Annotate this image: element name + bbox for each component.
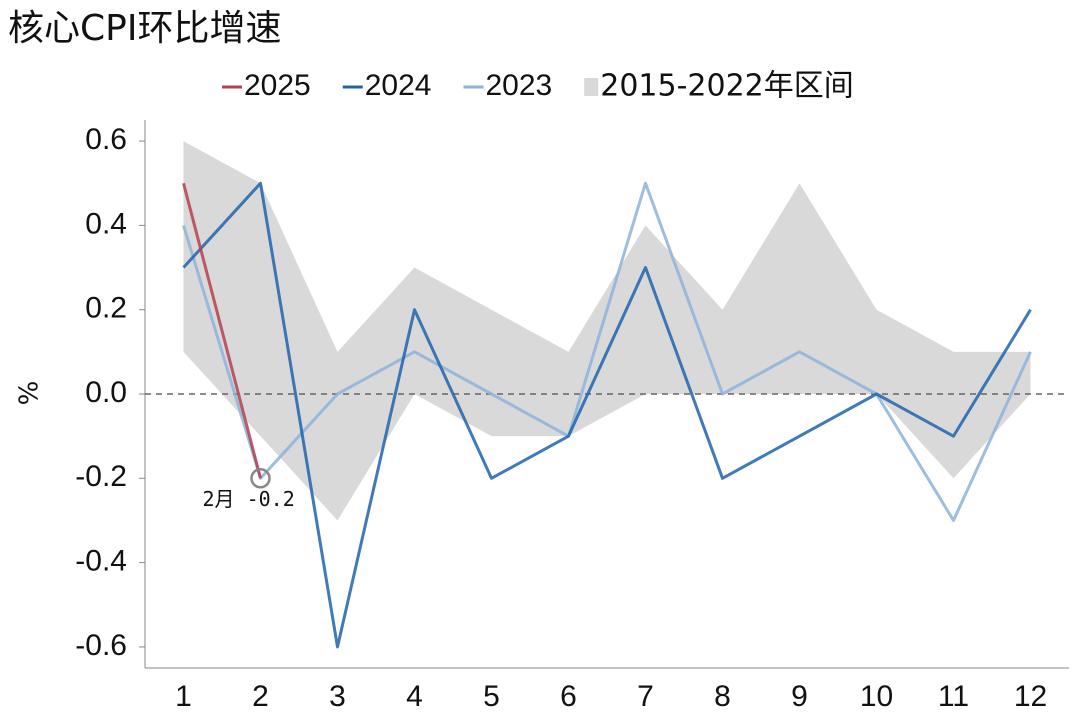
x-tick-label: 11 (938, 680, 969, 713)
x-tick-label: 4 (406, 680, 423, 713)
y-tick-label: 0.0 (85, 376, 127, 409)
x-tick-label: 6 (560, 680, 577, 713)
y-tick-label: 0.6 (85, 123, 127, 156)
y-axis-label: % (15, 381, 45, 406)
legend-swatch (584, 78, 599, 96)
chart-title: 核心CPI环比增速 (8, 8, 281, 49)
y-tick-label: -0.2 (75, 460, 127, 493)
x-tick-label: 1 (175, 680, 192, 713)
range-band (183, 141, 1031, 521)
y-tick-label: 0.2 (85, 292, 127, 325)
annotation: 2月 -0.2 (203, 487, 295, 511)
annotation-marker (250, 468, 271, 489)
legend-label: 2025 (244, 69, 311, 102)
x-tick-label: 2 (252, 680, 269, 713)
series-line (182, 181, 1032, 649)
x-tick-label: 12 (1014, 680, 1047, 713)
series-line (182, 181, 1032, 522)
legend-label: 2015-2022年区间 (600, 69, 854, 104)
x-tick-label: 5 (483, 680, 500, 713)
x-tick-label: 7 (637, 680, 654, 713)
x-tick-label: 10 (860, 680, 893, 713)
x-tick-label: 8 (714, 680, 731, 713)
y-tick-label: 0.4 (85, 207, 127, 240)
x-tick-label: 9 (791, 680, 808, 713)
legend-label: 2023 (486, 69, 553, 102)
x-tick-label: 3 (329, 680, 346, 713)
series-line (182, 182, 262, 479)
y-tick-label: -0.4 (75, 545, 127, 578)
y-tick-label: -0.6 (75, 629, 127, 662)
legend-label: 2024 (365, 69, 432, 102)
